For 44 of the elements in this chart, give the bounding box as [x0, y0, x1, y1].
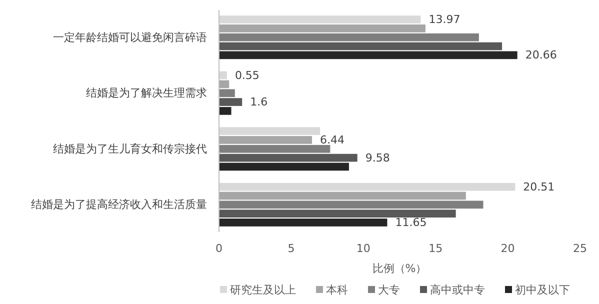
- x-tick-label: 0: [216, 242, 222, 255]
- bar: [219, 218, 388, 226]
- legend-label: 研究生及以上: [230, 284, 296, 296]
- bar: [219, 107, 232, 115]
- data-label: 11.65: [395, 216, 427, 229]
- bar: [219, 127, 320, 135]
- bar: [219, 182, 516, 191]
- legend-label: 初中及以下: [515, 284, 570, 296]
- data-label: 20.66: [525, 48, 557, 62]
- x-tick-label: 20: [500, 242, 515, 255]
- x-tick-label: 25: [573, 242, 587, 255]
- bar: [219, 154, 358, 162]
- bar: [219, 89, 235, 98]
- bar: [219, 71, 227, 80]
- bar: [219, 51, 518, 60]
- data-label: 0.55: [234, 68, 260, 82]
- bar: [219, 162, 349, 171]
- bar: [219, 80, 230, 88]
- bar: [219, 16, 421, 24]
- bar: [219, 24, 426, 32]
- data-label: 13.97: [428, 13, 460, 26]
- x-tick-label: 15: [428, 242, 443, 255]
- data-label: 1.6: [250, 96, 268, 109]
- bar: [219, 98, 242, 106]
- x-tick-label: 5: [288, 242, 295, 255]
- data-label: 20.51: [523, 180, 555, 194]
- legend-label: 大专: [378, 284, 400, 296]
- data-label: 6.44: [320, 133, 344, 146]
- data-label: 9.58: [365, 151, 390, 164]
- legend-label: 本科: [326, 284, 348, 296]
- x-tick-label: 10: [356, 242, 370, 255]
- bar: [219, 144, 330, 153]
- bar: [219, 42, 502, 50]
- y-tick-label: 结婚是为了生儿育女和传宗接代: [53, 142, 207, 156]
- bar: [219, 200, 484, 209]
- bar: [219, 192, 466, 200]
- bar: [219, 33, 479, 42]
- y-tick-label: 一定年龄结婚可以避免闲言碎语: [53, 30, 207, 44]
- bar: [219, 210, 456, 218]
- y-tick-label: 结婚是为了提高经济收入和生活质量: [31, 198, 207, 212]
- bar: [219, 136, 312, 144]
- x-axis-title: 比例（%）: [372, 262, 427, 275]
- legend-label: 高中或中专: [430, 284, 485, 296]
- y-tick-label: 结婚是为了解决生理需求: [86, 86, 207, 100]
